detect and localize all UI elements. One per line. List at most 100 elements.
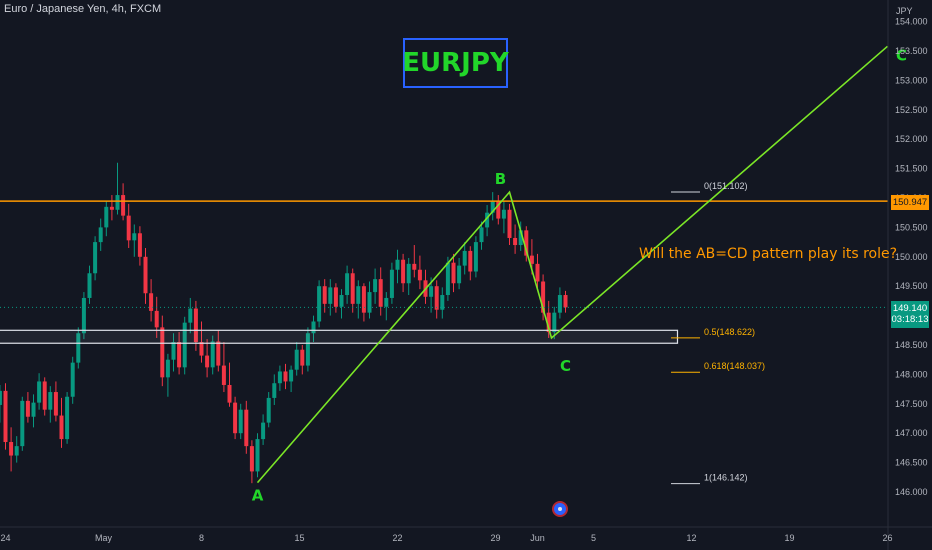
candle-body [541,281,546,313]
candle-body [143,256,148,294]
price-tick-label: 146.000 [895,487,928,497]
candle [557,287,562,319]
candle [233,396,238,440]
candle [216,330,221,372]
candle-body [104,206,109,228]
time-axis[interactable]: 24 May 8 15 22 29 Jun 5 12 19 26 [0,526,932,543]
candle-body [485,212,490,228]
candle-body [154,310,159,328]
candle-body [149,293,154,311]
candle [205,339,210,378]
candle-body [137,233,142,257]
candle-body [177,342,182,368]
candle-body [25,400,30,417]
price-tick-label: 149.500 [895,281,928,291]
candle [395,249,400,284]
symbol-title[interactable]: Euro / Japanese Yen, 4h, FXCM [4,3,162,15]
support-zone[interactable] [0,329,679,344]
candle-body [524,230,529,256]
candle-body [333,287,338,307]
time-tick-label: 26 [882,533,892,543]
candle-body [3,390,8,443]
candle-body [255,439,260,472]
candle [462,242,467,275]
price-tick-label: 148.000 [895,369,928,379]
candle [373,268,378,304]
candle-body [457,265,462,284]
candle-body [445,262,450,296]
candle-body [496,200,501,219]
candle [451,253,456,293]
candle-body [210,341,215,368]
candle-body [238,409,243,434]
candle [65,392,70,444]
candle-body [557,295,562,313]
candle-body [132,233,137,241]
candles-layer [0,162,568,484]
candle [367,281,372,319]
candle [104,200,109,237]
candle [524,226,529,262]
candle [81,292,86,340]
candle [384,292,389,321]
time-tick-label: Jun [530,533,545,543]
price-tick-label: 153.000 [895,75,928,85]
price-tick-label: 151.500 [895,164,928,174]
pattern-point-label: C [896,46,907,64]
candle [345,265,350,304]
price-axis[interactable]: 146.000 146.500 147.000 147.500 148.000 148.5… [887,0,928,550]
candle-body [193,308,198,343]
candle [294,342,299,376]
candle [417,255,422,290]
candle-body [378,279,383,307]
candle [563,290,568,313]
candle-body [429,286,434,297]
candle-body [244,409,249,447]
candle [87,265,92,304]
pattern-point-label: C [560,357,571,375]
time-tick-label: May [95,533,113,543]
time-tick-label: 8 [199,533,204,543]
candle-body [272,383,277,398]
candle-body [277,371,282,384]
candle [552,306,557,340]
candle [328,279,333,316]
candle-body [115,195,120,210]
candle-body [513,237,518,246]
candle [317,280,322,328]
candle-body [361,286,366,313]
candle-body [373,279,378,293]
candle [457,257,462,290]
candle [31,394,36,428]
candle-body [401,259,406,284]
candle [518,221,523,251]
candle [126,203,131,248]
annotation-question: Will the AB=CD pattern play its role? [639,246,898,262]
candle-body [37,381,42,403]
fib-level-label: 0.5(148.622) [704,327,755,337]
candle-body [473,242,478,272]
candle-body [14,446,19,456]
candle [389,262,394,304]
candle-body [233,402,238,434]
economic-event-icon[interactable] [552,501,568,517]
candle [238,403,243,440]
time-tick-label: 24 [0,533,10,543]
candle [513,224,518,254]
candle [132,224,137,257]
candle-body [93,242,98,274]
candle-body [31,402,36,417]
time-tick-label: 15 [294,533,304,543]
candle-body [20,400,25,447]
candle-body [501,209,506,219]
candle-body [109,206,114,210]
pattern-point-label: B [495,170,506,188]
candle-body [76,333,81,363]
candle-body [165,359,170,378]
candle-body [70,362,75,397]
abcd-pattern-line[interactable] [256,45,889,484]
candle-body [0,390,2,405]
price-tick-label: 148.500 [895,340,928,350]
candle [76,327,81,369]
